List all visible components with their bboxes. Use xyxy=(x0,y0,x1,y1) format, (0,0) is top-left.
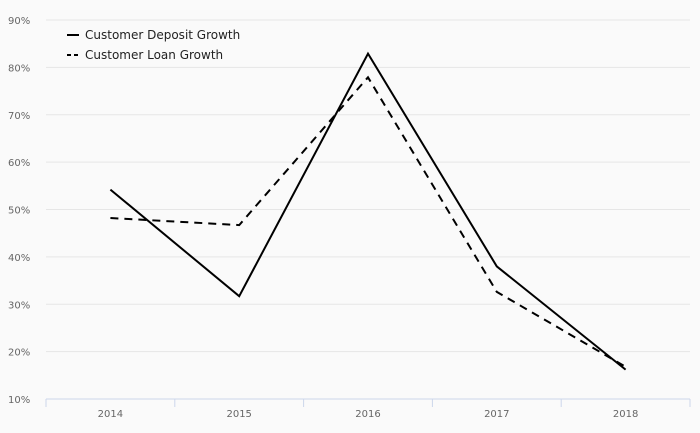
y-tick-label: 80% xyxy=(8,63,30,74)
x-axis-ticks: 2014 2015 2016 2017 2018 xyxy=(98,409,639,420)
x-tick-label: 2014 xyxy=(98,409,123,420)
series-layer xyxy=(109,51,627,371)
y-axis-ticks: 10% 20% 30% 40% 50% 60% 70% 80% 90% xyxy=(8,16,30,406)
x-tick-label: 2018 xyxy=(613,409,638,420)
x-tick-label: 2017 xyxy=(484,409,509,420)
legend-label: Customer Loan Growth xyxy=(85,48,223,62)
x-tick-label: 2015 xyxy=(226,409,251,420)
x-axis xyxy=(45,398,691,407)
y-tick-label: 90% xyxy=(8,16,30,27)
y-tick-label: 50% xyxy=(8,206,30,217)
legend-label: Customer Deposit Growth xyxy=(85,28,240,42)
grid-layer xyxy=(46,19,690,353)
legend: Customer Deposit Growth Customer Loan Gro… xyxy=(67,28,240,62)
y-tick-label: 60% xyxy=(8,158,30,169)
y-tick-label: 40% xyxy=(8,253,30,264)
y-tick-label: 70% xyxy=(8,111,30,122)
y-tick-label: 10% xyxy=(8,395,30,406)
y-tick-label: 30% xyxy=(8,300,30,311)
series-line-customer-deposit-growth xyxy=(109,51,627,371)
x-tick-label: 2016 xyxy=(355,409,380,420)
series-line-customer-loan-growth xyxy=(110,75,627,368)
y-tick-label: 20% xyxy=(8,348,30,359)
